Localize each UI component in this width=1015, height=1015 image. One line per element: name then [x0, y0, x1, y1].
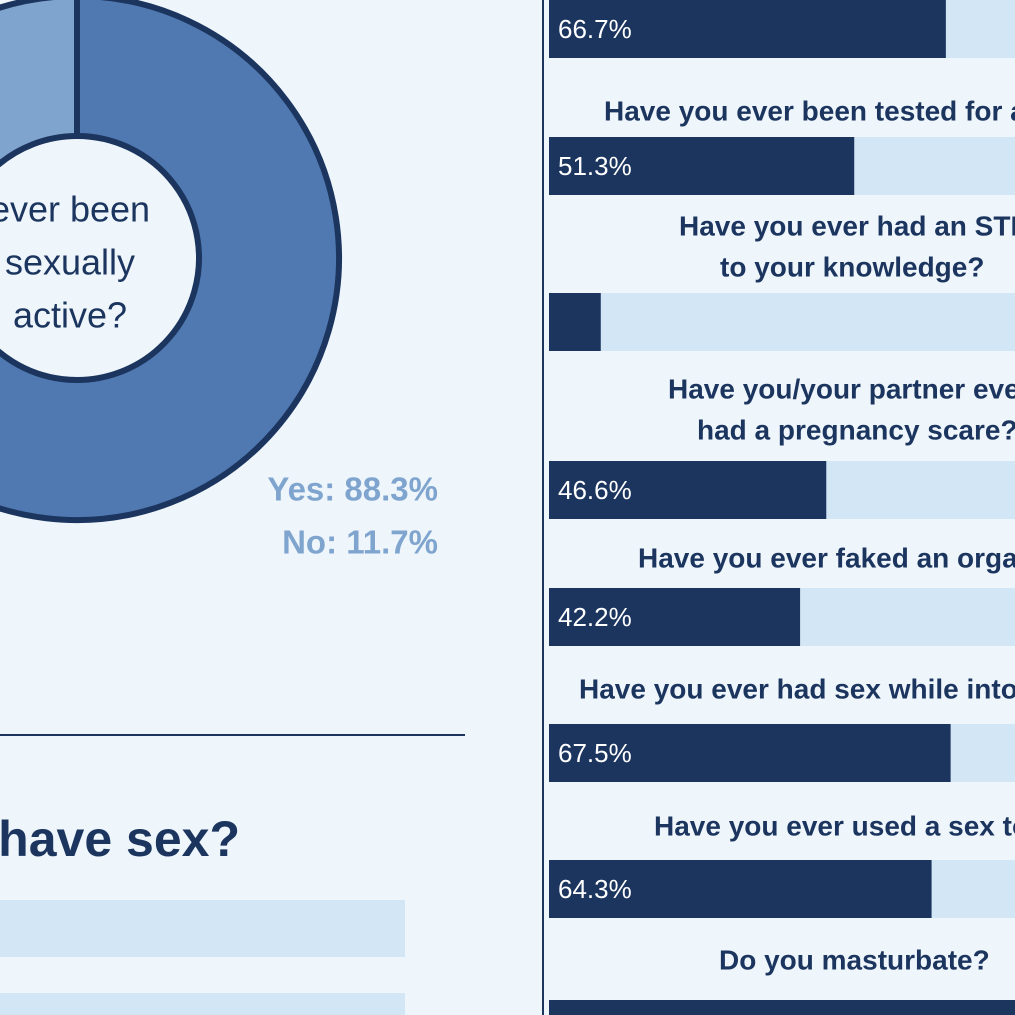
bar: [549, 1000, 1015, 1015]
bar: [549, 860, 932, 918]
bar-value-label: 64.3%: [558, 874, 632, 904]
question-label: Have you ever faked an orgas: [638, 542, 1015, 573]
bar-value-label: 51.3%: [558, 151, 632, 181]
bar: [549, 293, 601, 351]
question-label: had a pregnancy scare?: [697, 414, 1015, 445]
donut-slice: [0, 0, 342, 523]
question-label: Have you ever used a sex to: [654, 810, 1015, 841]
donut-center-text: active?: [13, 295, 127, 336]
bar-value-label: 67.5%: [558, 738, 632, 768]
bar-value-label: 66.7%: [558, 14, 632, 44]
legend-label: No: 11.7%: [282, 524, 438, 561]
bar-track: [0, 900, 405, 957]
bar-track: [549, 293, 1015, 351]
question-label: Have you/your partner eve: [668, 373, 1015, 404]
donut-center-text: sexually: [5, 242, 135, 283]
donut-slice: [0, 0, 80, 168]
bar-value-label: 42.2%: [558, 602, 632, 632]
bar: [549, 137, 855, 195]
bar-value-label: 46.6%: [558, 475, 632, 505]
bar: [549, 588, 801, 646]
section-heading: u have sex?: [0, 811, 240, 867]
bar: [549, 724, 951, 782]
question-label: Do you masturbate?: [719, 944, 990, 975]
question-label: Have you ever had an STI,: [679, 210, 1015, 241]
question-label: Have you ever had sex while intox: [579, 673, 1015, 704]
bar: [549, 0, 946, 58]
bar-track: [0, 993, 405, 1015]
question-label: to your knowledge?: [720, 251, 984, 282]
legend-label: Yes: 88.3%: [267, 471, 438, 508]
donut-center-text: ever been: [0, 189, 150, 230]
bar: [549, 461, 827, 519]
question-label: Have you ever been tested for a: [604, 95, 1015, 126]
